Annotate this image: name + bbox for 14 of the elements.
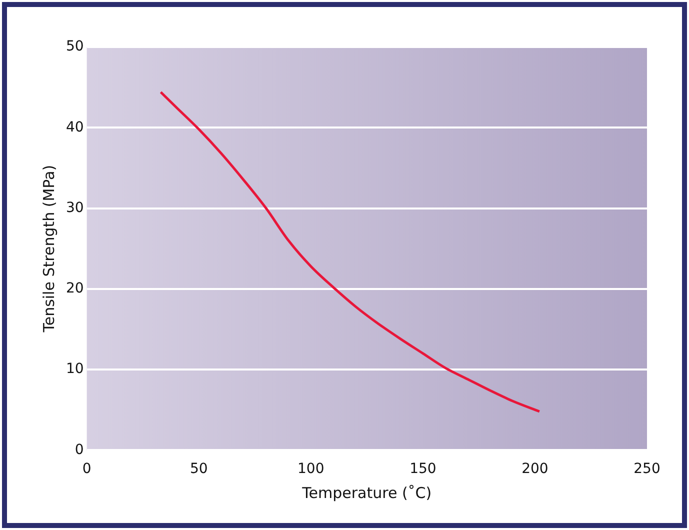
x-tick-label: 150: [410, 461, 436, 478]
x-axis-title: Temperature (˚C): [301, 484, 432, 502]
y-axis-title: Tensile Strength (MPa): [40, 164, 58, 334]
x-tick-label: 50: [190, 461, 208, 478]
y-tick-label: 50: [66, 38, 84, 55]
line-series: [160, 90, 541, 413]
x-tick-label: 100: [298, 461, 324, 478]
y-tick-label: 0: [74, 442, 84, 458]
x-tick-label: 250: [634, 461, 660, 478]
x-tick-label: 200: [522, 461, 548, 478]
y-tick-label: 30: [66, 200, 84, 216]
y-tick-label: 20: [66, 280, 84, 297]
y-tick-label: 10: [66, 361, 84, 378]
y-tick-label: 40: [66, 119, 84, 136]
